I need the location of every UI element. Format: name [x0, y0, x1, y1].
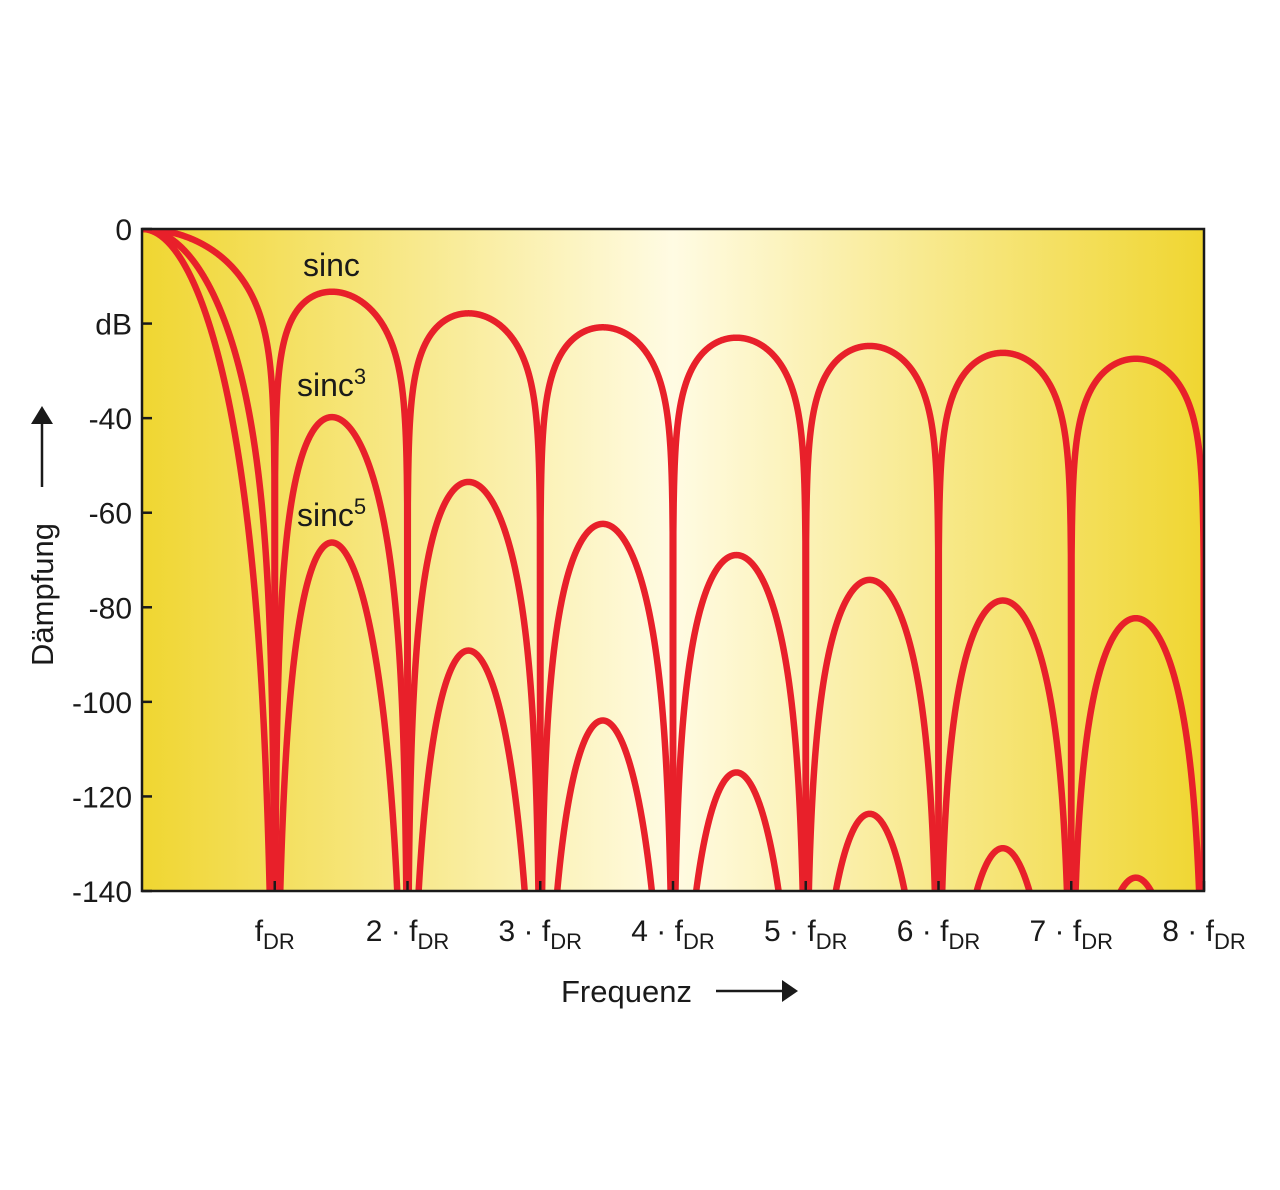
- y-axis-arrow-icon: [31, 406, 53, 424]
- series-label-sinc: sinc: [303, 247, 360, 283]
- y-tick-label: -40: [89, 403, 132, 436]
- series-labels: sinc sinc3 sinc5: [297, 247, 366, 533]
- x-axis-arrow-icon: [782, 980, 798, 1002]
- y-tick-label: -80: [89, 592, 132, 625]
- y-tick-label: -120: [72, 781, 132, 814]
- y-tick-label: -60: [89, 498, 132, 531]
- x-tick-label: fDR: [255, 915, 295, 954]
- series-group: [142, 229, 1204, 891]
- x-tick-label: 3 · fDR: [499, 915, 582, 954]
- x-axis-title: Frequenz: [561, 974, 692, 1009]
- series-label-sinc3: sinc3: [297, 364, 366, 403]
- series-line-sinc: [142, 229, 1204, 891]
- y-axis-title: Dämpfung: [25, 523, 60, 666]
- y-tick-label: 0: [115, 214, 132, 247]
- y-unit-label: dB: [95, 309, 132, 342]
- x-tick-label: 5 · fDR: [764, 915, 847, 954]
- x-tick-label: 8 · fDR: [1162, 915, 1245, 954]
- axis-titles: Frequenz Dämpfung: [25, 406, 798, 1009]
- y-tick-labels: 0 -40 -60 -80 -100 -120 -140 dB: [72, 214, 152, 909]
- y-tick-label: -100: [72, 687, 132, 720]
- series-line-sinc5: [142, 229, 1155, 891]
- x-tick-label: 2 · fDR: [366, 915, 449, 954]
- x-tick-label: 4 · fDR: [631, 915, 714, 954]
- series-line-sinc3: [142, 229, 1203, 891]
- x-tick-labels: fDR 2 · fDR 3 · fDR 4 · fDR 5 · fDR 6 · fDR 7 …: [255, 881, 1246, 954]
- y-tick-label: -140: [72, 876, 132, 909]
- x-tick-label: 7 · fDR: [1030, 915, 1113, 954]
- x-tick-label: 6 · fDR: [897, 915, 980, 954]
- series-label-sinc5: sinc5: [297, 494, 366, 533]
